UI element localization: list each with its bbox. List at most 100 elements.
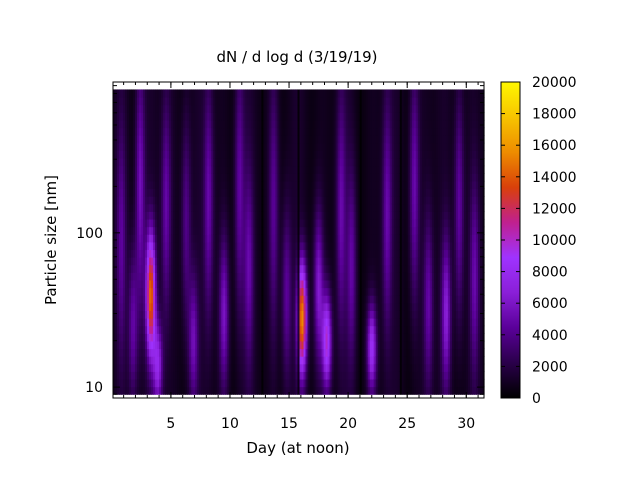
heatmap-cell [251,188,254,197]
heatmap-cell [155,348,158,357]
heatmap-cell [341,378,345,388]
heatmap-cell [179,363,182,372]
heatmap-cell [175,165,178,174]
heatmap-cell [141,97,144,106]
heatmap-cell [297,234,301,243]
heatmap-cell [253,165,256,174]
heatmap-cell [305,226,309,235]
heatmap-cell [253,287,256,296]
heatmap-cell [299,89,303,98]
heatmap-cell [185,165,188,174]
heatmap-cell [311,264,315,273]
heatmap-cell [287,226,291,235]
heatmap-cell [317,104,321,113]
heatmap-cell [221,272,224,281]
heatmap-cell [253,196,256,205]
heatmap-cell [283,264,287,273]
heatmap-cell [133,287,136,296]
heatmap-cell [275,173,279,182]
heatmap-cell [277,317,281,327]
heatmap-cell [299,142,303,151]
heatmap-cell [301,97,305,106]
heatmap-cell [319,272,323,281]
heatmap-cell [331,257,335,266]
heatmap-cell [141,325,144,334]
heatmap-cell [121,371,124,380]
heatmap-cell [137,264,140,273]
heatmap-cell [289,356,293,365]
heatmap-cell [201,287,204,296]
heatmap-cell [145,203,148,212]
heatmap-cell [199,378,202,388]
heatmap-cell [181,356,184,365]
heatmap-cell [113,295,116,304]
heatmap-cell [261,158,265,167]
heatmap-cell [229,302,232,311]
heatmap-cell [145,386,148,395]
heatmap-cell [277,371,281,380]
heatmap-cell [229,142,232,151]
heatmap-cell [341,279,345,289]
heatmap-cell [317,226,321,235]
heatmap-cell [217,226,220,235]
heatmap-cell [279,295,283,304]
heatmap-cell [229,371,232,380]
heatmap-cell [219,150,222,159]
heatmap-cell [313,226,317,235]
heatmap-cell [173,378,176,388]
heatmap-cell [257,317,260,327]
heatmap-cell [295,158,299,167]
heatmap-cell [219,158,222,167]
heatmap-cell [119,150,122,159]
heatmap-cell [197,218,200,228]
heatmap-cell [361,340,365,350]
heatmap-cell [173,302,176,311]
heatmap-cell [161,348,164,357]
heatmap-cell [315,211,319,220]
heatmap-cell [189,119,192,129]
heatmap-cell [205,363,208,372]
heatmap-cell [273,142,277,151]
heatmap-cell [343,211,347,220]
heatmap-cell [289,371,293,380]
heatmap-cell [187,196,190,205]
heatmap-cell [133,302,136,311]
heatmap-cell [123,173,126,182]
heatmap-cell [339,333,343,342]
heatmap-cell [123,127,126,136]
heatmap-cell [355,173,359,182]
heatmap-cell [275,104,279,113]
heatmap-cell [157,340,160,350]
heatmap-cell [205,89,208,98]
heatmap-cell [281,279,285,289]
heatmap-cell [283,371,287,380]
heatmap-cell [149,257,152,266]
heatmap-cell [117,279,120,289]
heatmap-cell [231,97,234,106]
heatmap-cell [155,371,158,380]
heatmap-cell [177,287,180,296]
heatmap-cell [223,249,226,258]
heatmap-cell [335,150,339,159]
heatmap-cell [193,211,196,220]
heatmap-cell [231,257,234,266]
heatmap-cell [337,363,341,372]
heatmap-cell [347,150,351,159]
heatmap-cell [195,317,198,327]
heatmap-cell [169,135,172,144]
heatmap-cell [201,348,204,357]
heatmap-cell [313,348,317,357]
heatmap-cell [199,363,202,372]
heatmap-cell [221,135,224,144]
heatmap-cell [273,386,277,395]
heatmap-cell [323,348,327,357]
heatmap-cell [291,165,295,174]
heatmap-cell [289,363,293,372]
heatmap-cell [187,188,190,197]
heatmap-cell [135,249,138,258]
heatmap-cell [265,142,269,151]
heatmap-cell [353,264,357,273]
heatmap-cell [163,150,166,159]
heatmap-cell [183,363,186,372]
heatmap-cell [117,257,120,266]
